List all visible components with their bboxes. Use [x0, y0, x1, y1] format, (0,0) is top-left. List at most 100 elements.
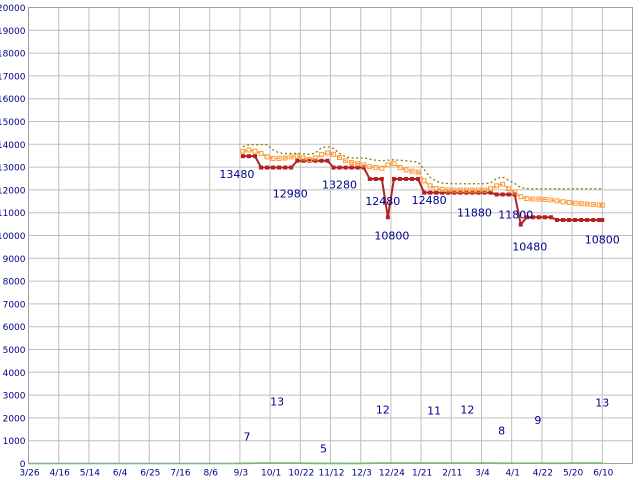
y-axis-tick-label: 20000	[0, 4, 26, 14]
x-axis-tick-label: 9/3	[234, 469, 248, 479]
data-point-marker	[524, 196, 530, 202]
data-point-marker	[246, 147, 252, 153]
y-axis-tick-label: 9000	[3, 255, 26, 265]
count-data-label: 13	[595, 397, 609, 410]
x-axis-tick-label: 12/3	[352, 469, 372, 479]
y-axis-tick-label: 10000	[0, 232, 26, 242]
x-axis-tick-label: 4/22	[533, 469, 553, 479]
data-point-marker	[361, 165, 366, 170]
data-point-marker	[409, 168, 415, 174]
x-axis-tick-label: 10/1	[261, 469, 281, 479]
price-data-label: 13280	[322, 179, 357, 192]
data-point-marker	[289, 165, 294, 170]
data-point-marker	[240, 148, 246, 154]
data-point-marker	[482, 187, 488, 193]
x-axis-tick-label: 2/11	[442, 469, 462, 479]
count-data-label: 8	[498, 425, 505, 438]
data-point-marker	[264, 154, 270, 160]
y-axis-tick-label: 5000	[3, 346, 26, 356]
data-point-marker	[379, 176, 384, 181]
price-data-label: 10800	[374, 229, 409, 242]
data-point-marker	[597, 217, 602, 222]
x-axis-tick-label: 4/16	[50, 469, 70, 479]
count-data-label: 12	[460, 403, 474, 416]
data-point-marker	[410, 176, 415, 181]
data-point-marker	[253, 154, 257, 159]
price-data-label: 13480	[219, 168, 254, 181]
data-point-marker	[277, 165, 282, 170]
data-point-marker	[294, 153, 300, 159]
data-point-marker	[600, 217, 605, 222]
data-point-marker	[585, 217, 590, 222]
data-point-marker	[349, 160, 355, 166]
y-axis-tick-label: 6000	[3, 323, 26, 333]
data-point-marker	[542, 215, 547, 220]
x-axis-tick-label: 10/22	[288, 469, 314, 479]
data-point-marker	[536, 196, 542, 202]
data-point-marker	[271, 165, 276, 170]
data-point-marker	[542, 196, 548, 202]
x-axis-tick-label: 1/21	[412, 469, 432, 479]
x-axis-tick-label: 3/4	[475, 469, 490, 479]
y-axis-tick-label: 4000	[3, 369, 26, 379]
data-point-marker	[599, 202, 605, 208]
series-line-price-mid	[242, 149, 603, 206]
x-axis-tick-label: 5/14	[80, 469, 100, 479]
data-point-marker	[421, 178, 427, 184]
data-point-marker	[355, 161, 361, 167]
data-point-marker	[361, 162, 367, 168]
data-point-marker	[282, 155, 288, 161]
x-axis-tick-label: 5/20	[563, 469, 583, 479]
data-point-marker	[306, 157, 312, 163]
data-point-marker	[318, 152, 324, 158]
x-axis-tick-label: 7/16	[170, 469, 190, 479]
data-point-marker	[331, 165, 336, 170]
y-axis-tick-label: 11000	[0, 209, 26, 219]
data-point-marker	[367, 164, 373, 170]
data-point-marker	[404, 176, 408, 181]
y-axis-tick-label: 16000	[0, 95, 26, 105]
data-point-marker	[373, 165, 379, 171]
data-point-marker	[324, 150, 330, 156]
data-point-marker	[240, 154, 245, 159]
data-point-marker	[494, 192, 499, 197]
y-axis-tick-label: 8000	[3, 278, 26, 288]
data-point-marker	[463, 187, 469, 193]
price-data-label: 10800	[585, 233, 620, 246]
data-point-marker	[512, 189, 518, 195]
data-point-marker	[464, 190, 469, 195]
x-axis-tick-label: 8/6	[203, 469, 218, 479]
y-axis-tick-label: 1000	[3, 437, 26, 447]
data-point-marker	[337, 165, 342, 170]
data-point-marker	[494, 183, 500, 189]
data-point-marker	[300, 155, 306, 161]
chart-gridlines	[28, 7, 633, 464]
y-axis-tick-label: 19000	[0, 27, 26, 37]
count-data-label: 11	[427, 404, 441, 417]
data-point-marker	[584, 201, 590, 207]
data-point-marker	[458, 190, 463, 195]
data-point-marker	[343, 165, 348, 170]
data-point-marker	[385, 162, 391, 168]
data-point-marker	[560, 199, 566, 205]
data-point-marker	[343, 158, 349, 164]
count-data-label: 5	[320, 442, 327, 455]
data-point-marker	[367, 176, 372, 181]
data-point-marker	[355, 165, 360, 170]
data-point-marker	[258, 150, 264, 156]
data-point-marker	[470, 190, 475, 195]
data-point-marker	[283, 165, 288, 170]
data-point-marker	[403, 167, 409, 173]
data-point-marker	[439, 186, 445, 192]
y-axis-tick-label: 17000	[0, 72, 26, 82]
data-point-marker	[475, 187, 481, 193]
data-point-marker	[415, 169, 421, 175]
data-point-marker	[452, 190, 457, 195]
data-point-marker	[524, 215, 529, 220]
data-point-marker	[482, 190, 487, 195]
data-point-marker	[307, 158, 312, 163]
price-data-labels: 13480 12980 13280 12480 10800 12480 11880 11800…	[219, 168, 619, 253]
data-point-marker	[349, 165, 354, 170]
